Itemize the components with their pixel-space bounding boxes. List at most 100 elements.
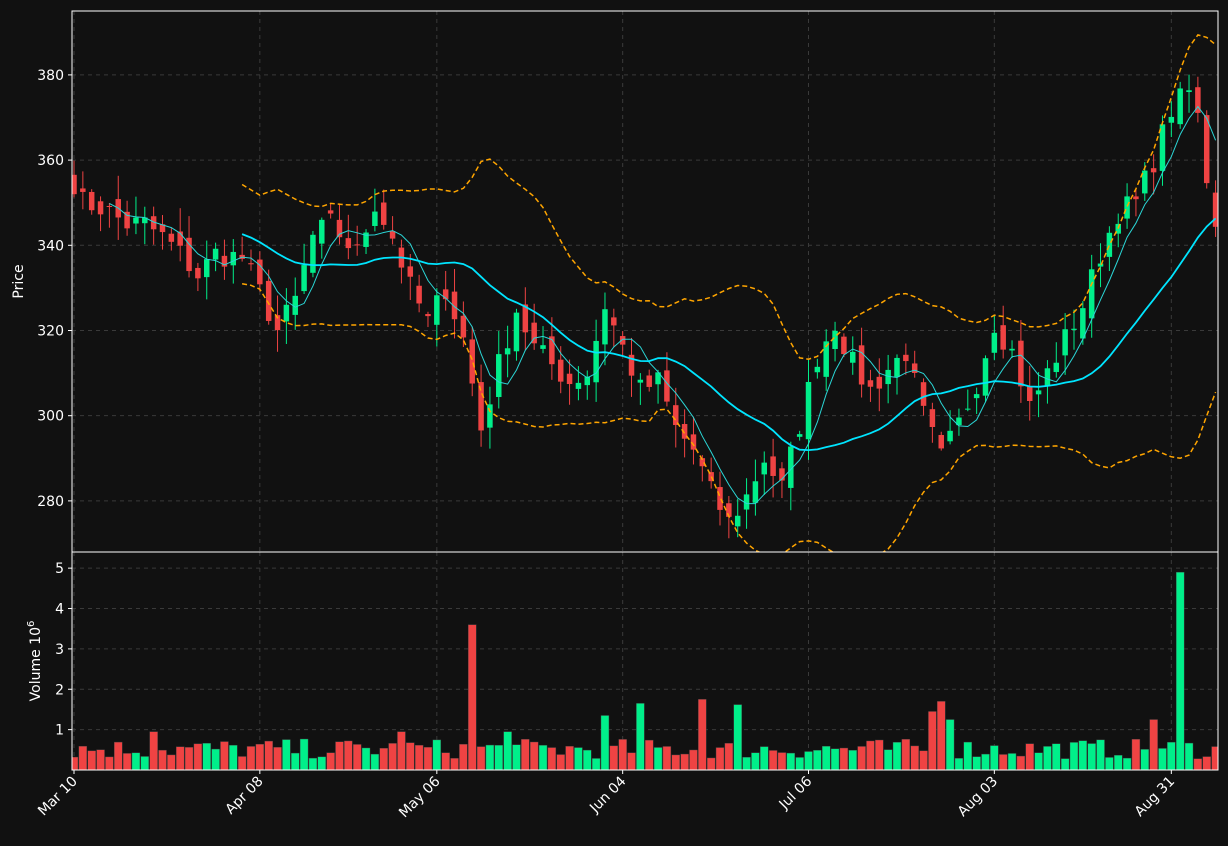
candle-down [469, 339, 475, 384]
candle-down [442, 289, 449, 300]
candle-up [363, 232, 369, 247]
candle-down [858, 345, 865, 385]
volume-bar [910, 745, 919, 770]
volume-bar [72, 756, 79, 770]
volume-tick-label: 2 [55, 682, 64, 698]
candle-up [1088, 269, 1095, 319]
candle-down [681, 424, 688, 439]
volume-bar [176, 746, 185, 770]
candle-down [708, 472, 714, 482]
volume-bar [990, 745, 999, 770]
volume-bar [786, 752, 795, 770]
candle-down [779, 468, 785, 481]
candle-down [1000, 325, 1006, 350]
candle-down [380, 202, 387, 225]
volume-bar [609, 745, 618, 770]
volume-bar [167, 754, 176, 770]
volume-bar [1087, 743, 1096, 770]
volume-bar [972, 756, 981, 770]
volume-bar [87, 750, 96, 770]
price-tick-label: 300 [37, 409, 64, 425]
volume-bar [476, 746, 486, 770]
volume-bar [1158, 748, 1167, 770]
volume-bar [202, 743, 211, 770]
candle-down [664, 370, 670, 402]
candle-up [956, 417, 962, 426]
volume-bar [406, 742, 415, 770]
candle-up [513, 312, 520, 352]
candle-down [274, 315, 281, 331]
candle-down [425, 314, 431, 317]
volume-bar [583, 749, 592, 770]
candle-up [1009, 348, 1015, 351]
candle-up [1106, 232, 1113, 257]
volume-bar [1202, 756, 1211, 770]
candle-down [1133, 196, 1139, 200]
candle-up [319, 219, 325, 244]
volume-bar [574, 747, 583, 770]
volume-bar [627, 752, 636, 770]
volume-bar [184, 747, 194, 770]
volume-bar [1069, 742, 1079, 770]
candle-down [673, 405, 679, 426]
volume-tick-label: 5 [55, 561, 64, 577]
volume-bar [547, 747, 557, 770]
volume-bar [839, 747, 849, 770]
volume-bars [72, 571, 1218, 770]
lower-band-line [241, 282, 1217, 552]
volume-bar [1052, 743, 1061, 770]
candle-down [903, 354, 909, 362]
volume-bar [1096, 739, 1105, 770]
volume-tick-label: 4 [55, 602, 64, 618]
candle-up [203, 259, 210, 278]
volume-bar [264, 740, 273, 770]
upper-band-line [241, 34, 1217, 360]
candle-up [1159, 124, 1166, 171]
x-tick-label: Aug 31 [1132, 774, 1178, 820]
candle-down [407, 266, 414, 277]
candle-down [1195, 87, 1201, 113]
volume-bar [777, 752, 787, 770]
volume-bar [645, 739, 654, 770]
candle-down [1203, 115, 1210, 184]
candle-down [221, 255, 228, 267]
volume-bar [671, 754, 680, 770]
x-tick-label: Aug 03 [955, 774, 1001, 820]
candle-up [788, 446, 794, 488]
volume-bar [379, 748, 388, 770]
candle-up [655, 372, 661, 385]
candle-down [345, 238, 352, 249]
candle-down [124, 211, 130, 229]
candle-down [619, 336, 626, 345]
volume-bar [1105, 757, 1114, 770]
price-tick-label: 340 [37, 238, 64, 254]
candle-up [283, 304, 290, 322]
volume-bar [317, 756, 326, 770]
candle-up [823, 341, 829, 377]
candle-up [734, 515, 741, 527]
volume-bar [237, 756, 247, 770]
volume-bar [1007, 753, 1017, 770]
volume-bar [1043, 746, 1052, 770]
candle-down [195, 267, 201, 279]
candle-down [717, 487, 723, 510]
candle-down [177, 231, 183, 246]
candle-up [1097, 263, 1104, 267]
candle-down [929, 409, 936, 428]
candle-down [1150, 168, 1157, 173]
candle-up [212, 248, 219, 260]
candle-up [796, 434, 803, 437]
candle-up [894, 357, 900, 377]
volume-bar [795, 757, 804, 770]
price-panel-frame [71, 10, 1219, 553]
volume-bar [742, 756, 751, 770]
candle-up [832, 330, 838, 350]
candle-up [743, 494, 750, 510]
candle-down [531, 322, 537, 344]
volume-bar [813, 750, 822, 770]
candle-up [1168, 116, 1175, 123]
candle-up [487, 404, 493, 428]
candle-up [761, 462, 767, 475]
x-tick-label: Jun 04 [586, 773, 629, 816]
